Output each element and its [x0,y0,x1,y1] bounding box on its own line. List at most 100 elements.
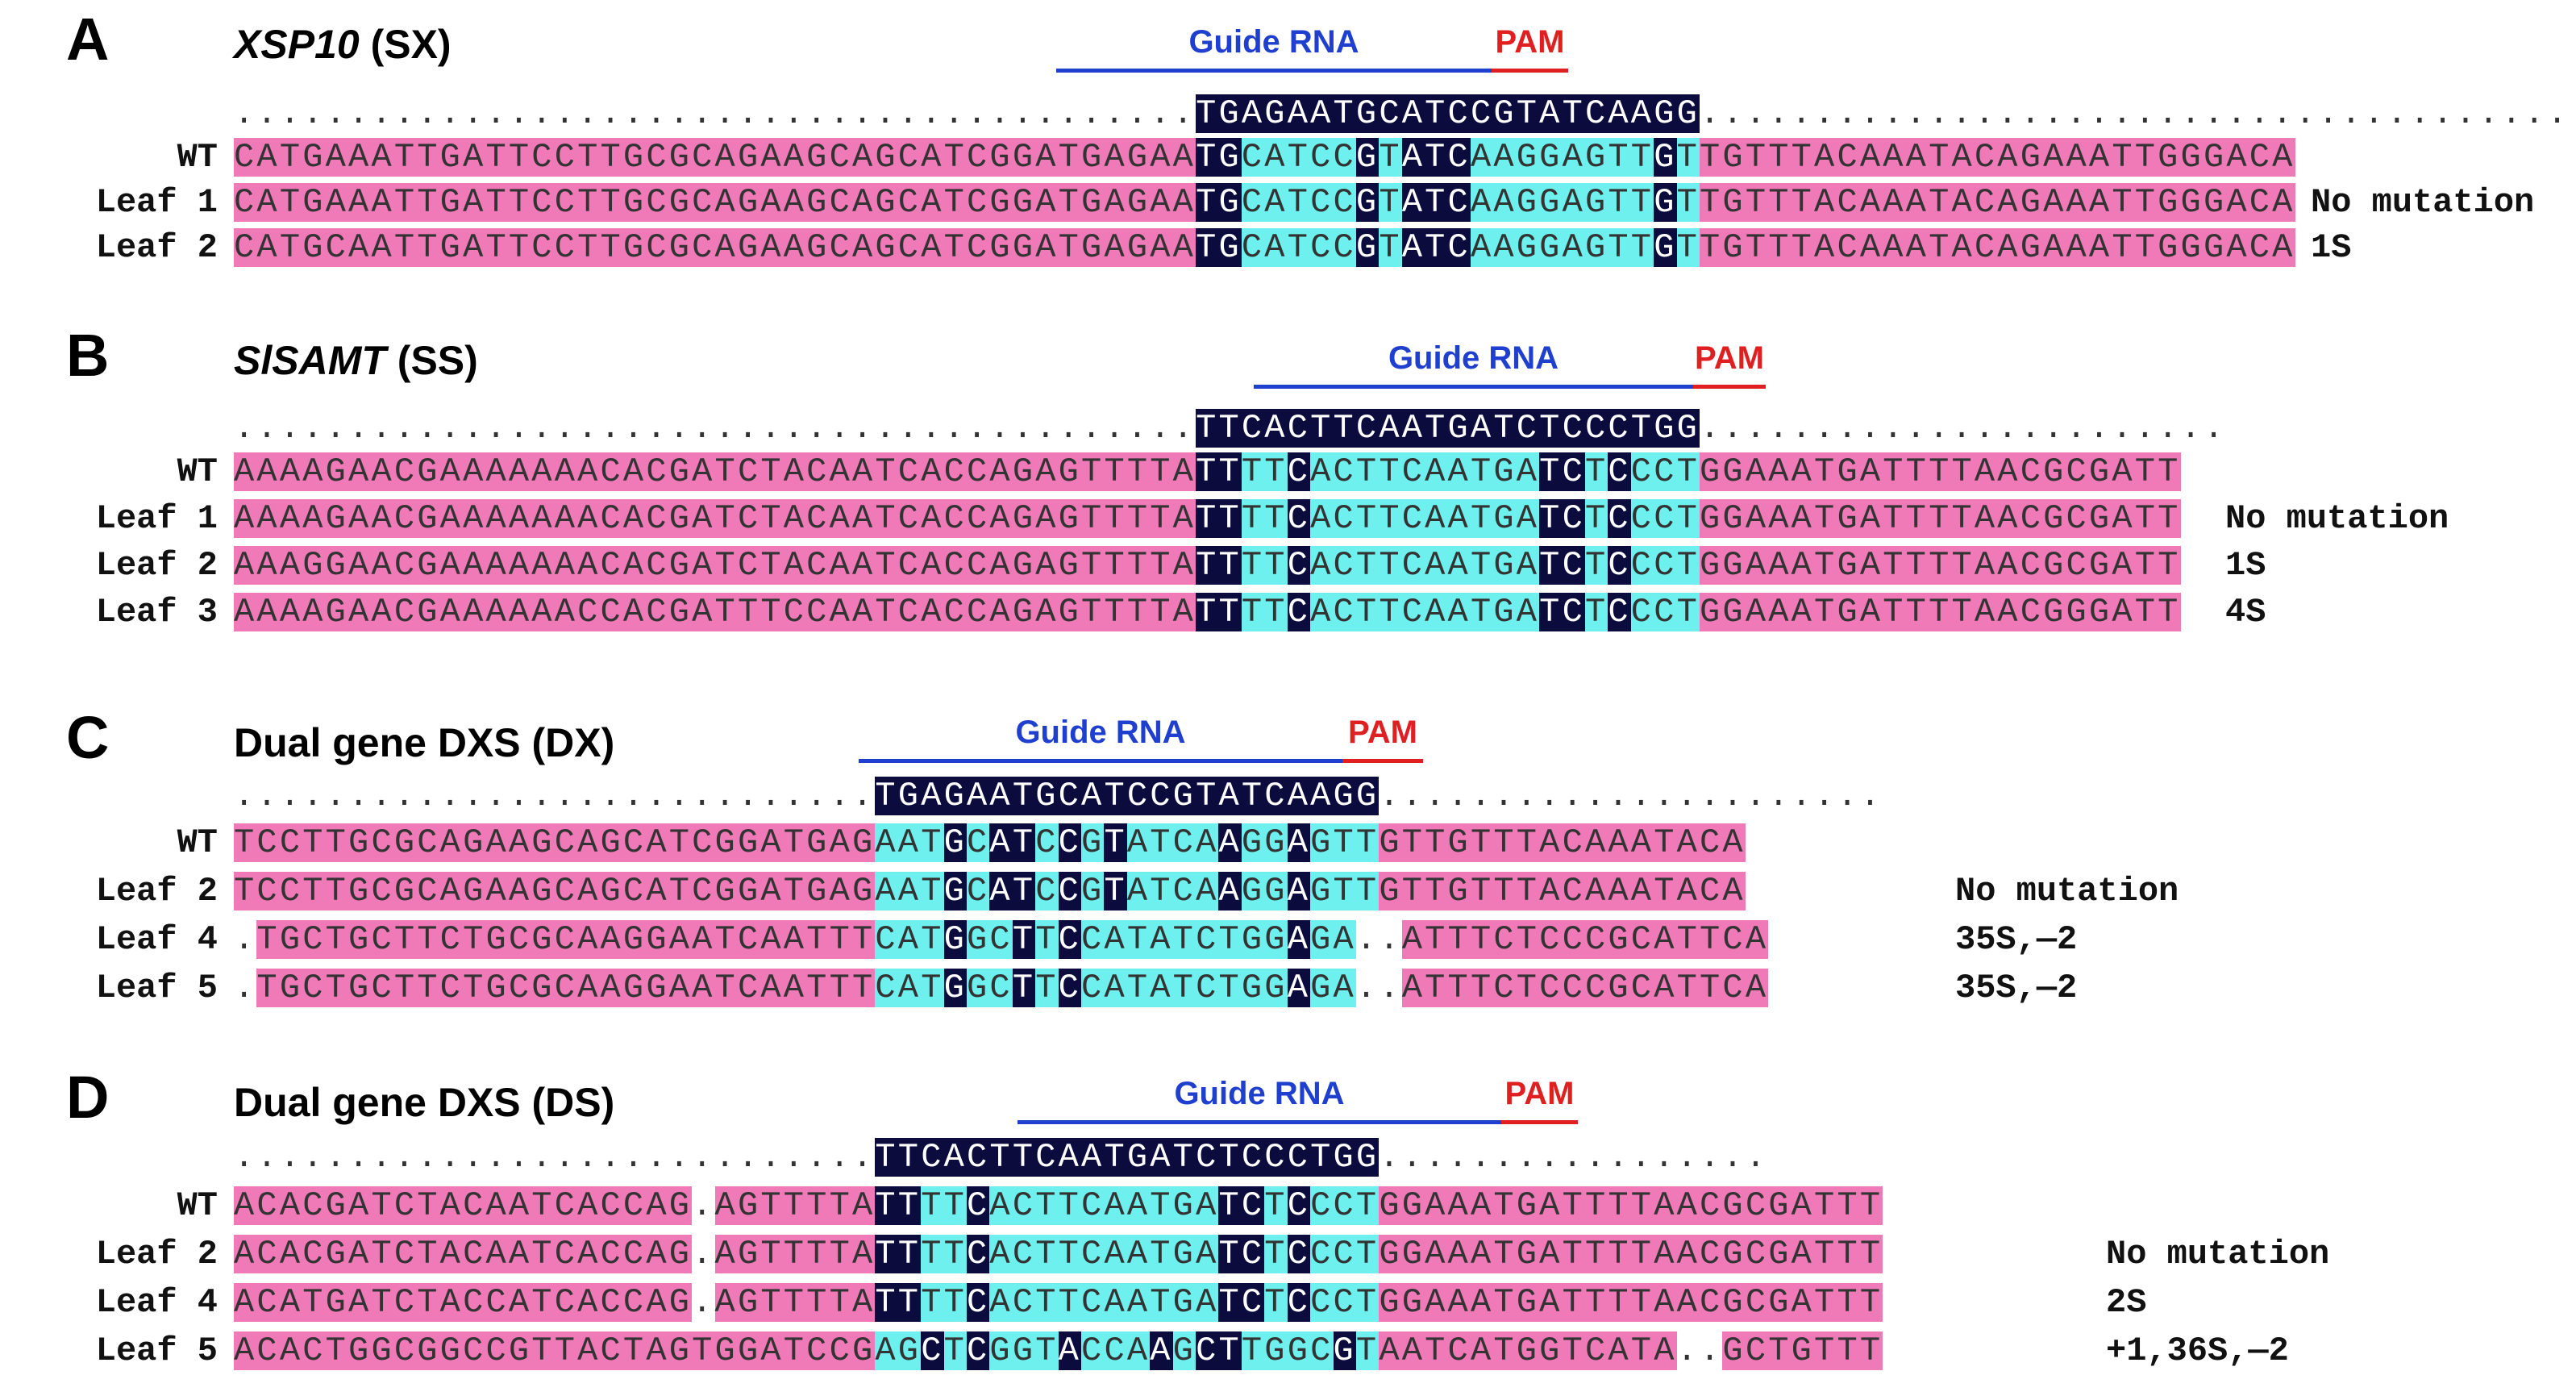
base: C [600,593,623,631]
target-base: C [1310,228,1334,267]
consensus-dot: . [439,94,464,133]
target-base: T [1264,499,1288,538]
base: C [554,1186,578,1225]
consensus-dot: . [439,409,464,448]
consensus-dot: . [1745,1138,1769,1177]
target-base: T [1150,1283,1173,1322]
base: T [1425,969,1448,1007]
target-base: G [943,872,967,911]
base: G [1722,1186,1746,1225]
consensus-dot: . [1401,1138,1425,1177]
base: A [1974,499,1998,538]
target-base: C [1172,823,1196,862]
target-base: T [921,823,944,862]
target-base: T [1058,1283,1082,1322]
target-base: G [1081,823,1105,862]
base: A [577,1283,601,1322]
target-base: G [1264,1331,1288,1370]
consensus-dot: . [554,1138,578,1177]
target-base: A [1333,920,1356,959]
base: C [302,1186,326,1225]
base: T [2112,183,2135,222]
base: G [668,593,693,631]
base: A [348,1283,372,1322]
base: A [1447,1186,1471,1225]
base: A [577,969,601,1007]
base: C [897,593,922,631]
target-base: T [1218,1235,1242,1273]
base: C [943,499,967,538]
target-base: C [1241,1283,1265,1322]
base: C [1837,228,1860,267]
target-base: C [1081,1331,1105,1370]
base: T [714,499,738,538]
target-base: C [1287,1186,1311,1225]
guide-base: C [1264,777,1288,815]
base: T [1401,872,1425,911]
base: G [1837,452,1860,491]
base: A [760,138,784,177]
base: A [1974,452,1998,491]
base: T [531,1331,555,1370]
consensus-dot: . [348,777,372,815]
consensus-dot: . [1974,409,1998,448]
seq-row-leaf2: Leaf 2 TCCTTGCGCAGAAGCAGCATCGGATGAGAATGC… [0,868,2576,915]
base: A [463,228,486,267]
base: T [1814,1283,1837,1322]
base: G [302,138,326,177]
consensus-dot: . [393,1138,418,1177]
base: A [348,1235,372,1273]
base: A [622,593,647,631]
seq-row-leaf1: Leaf 1 AAAAGAACGAAAAAAACACGATCTACAATCACC… [0,495,2576,542]
consensus-dot: . [2066,409,2089,448]
target-base: C [875,920,898,959]
row-label: Leaf 2 [95,228,218,267]
base: G [463,872,486,911]
target-base: A [1196,872,1219,911]
consensus-dot: . [302,1138,326,1177]
guide-base: A [989,777,1013,815]
base: G [851,872,876,911]
base: A [2088,183,2112,222]
consensus-dot: . [967,94,990,133]
base: C [393,546,418,585]
base: G [668,228,693,267]
base: C [1745,1283,1769,1322]
base: T [508,138,532,177]
consensus-dot: . [348,94,372,133]
consensus-dot: . [2158,409,2181,448]
base: A [1676,1186,1700,1225]
consensus-seq: ........................................… [234,90,2576,137]
mutation-note: No mutation [1955,872,2179,911]
base: C [531,183,555,222]
consensus-dot: . [1768,409,1792,448]
target-base: C [1562,546,1585,585]
base: C [967,546,990,585]
consensus-dot: . [600,409,623,448]
base: C [1722,969,1746,1007]
target-base: T [1035,1283,1059,1322]
base: C [806,499,830,538]
target-base: T [1630,138,1654,177]
consensus-dot: . [943,94,967,133]
consensus-dot: . [2043,409,2066,448]
base: A [1745,969,1769,1007]
target-base: A [1470,228,1494,267]
target-base: C [875,969,898,1007]
mutation-note: No mutation [2106,1235,2330,1273]
guide-base: A [1058,1138,1082,1177]
base: T [1883,499,1906,538]
base: T [1837,1186,1860,1225]
consensus-dot: . [646,1138,669,1177]
base: A [1745,920,1769,959]
base: T [1951,593,1975,631]
base: A [2112,499,2135,538]
target-base: G [1172,1235,1196,1273]
base: G [875,228,898,267]
base: G [989,183,1013,222]
base: C [325,228,349,267]
base: T [714,452,738,491]
base: A [783,228,807,267]
base: A [714,1235,738,1273]
base: G [439,138,464,177]
